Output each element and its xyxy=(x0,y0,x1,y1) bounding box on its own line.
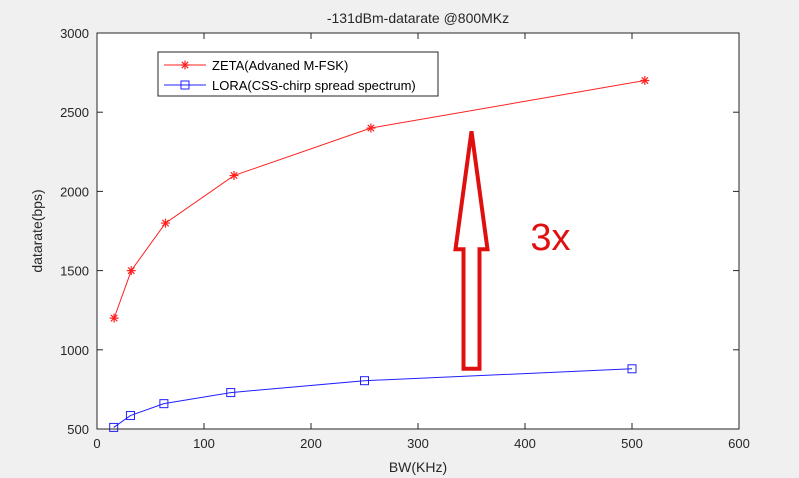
data-point xyxy=(366,123,376,133)
legend-label-zeta: ZETA(Advaned M-FSK) xyxy=(212,58,348,73)
annotation-layer: 3x xyxy=(453,130,570,371)
plot-frame xyxy=(96,32,740,430)
plot-area xyxy=(97,33,739,429)
x-axis: 0 100 200 300 400 500 600 xyxy=(93,33,750,451)
data-point xyxy=(159,399,169,409)
data-point xyxy=(229,171,239,181)
x-tick-label: 500 xyxy=(621,436,643,451)
x-tick-label: 400 xyxy=(514,436,536,451)
legend-marker-glyph xyxy=(180,80,190,90)
legend-label-lora: LORA(CSS-chirp spread spectrum) xyxy=(212,78,416,93)
series-layer xyxy=(109,76,650,432)
y-axis: 500 1000 1500 2000 2500 3000 xyxy=(60,26,739,437)
y-tick-label: 2000 xyxy=(60,184,89,199)
series-line xyxy=(113,80,645,319)
legend-marker-zeta xyxy=(180,60,190,70)
data-point xyxy=(627,364,637,374)
data-point xyxy=(109,422,119,432)
x-tick-label: 100 xyxy=(193,436,215,451)
x-tick-label: 300 xyxy=(407,436,429,451)
x-axis-label: BW(KHz) xyxy=(389,459,447,475)
y-tick-label: 3000 xyxy=(60,26,89,41)
annotation-3x: 3x xyxy=(530,217,570,259)
data-point xyxy=(125,411,135,421)
data-point xyxy=(160,218,170,228)
y-tick-label: 2500 xyxy=(60,105,89,120)
x-tick-label: 200 xyxy=(300,436,322,451)
data-point xyxy=(109,313,119,323)
legend-marker-lora xyxy=(180,80,190,90)
x-tick-label: 0 xyxy=(93,436,100,451)
data-point xyxy=(360,376,369,386)
data-point xyxy=(226,388,236,398)
legend-marker-glyph xyxy=(180,60,190,70)
data-point xyxy=(126,266,136,276)
up-arrow-annotation xyxy=(453,130,490,371)
y-tick-label: 500 xyxy=(67,422,89,437)
series-line xyxy=(113,368,633,428)
x-tick-label: 600 xyxy=(728,436,750,451)
y-tick-label: 1500 xyxy=(60,264,89,279)
chart-title: -131dBm-datarate @800MKz xyxy=(327,10,509,26)
series-1 xyxy=(109,364,637,432)
y-axis-label: datarate(bps) xyxy=(29,189,45,272)
legend-box xyxy=(157,51,439,97)
series-0 xyxy=(109,76,650,323)
y-tick-label: 1000 xyxy=(60,343,89,358)
data-point xyxy=(640,76,650,86)
legend: ZETA(Advaned M-FSK) LORA(CSS-chirp sprea… xyxy=(157,51,439,97)
